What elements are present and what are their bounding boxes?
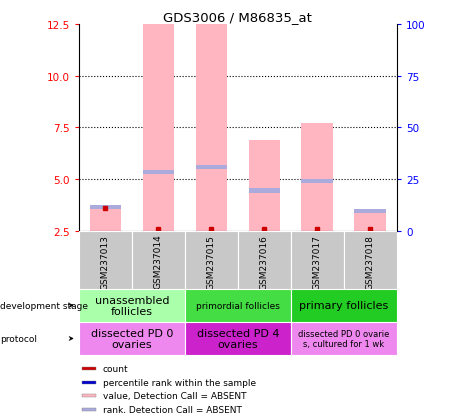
Bar (143, 170, 175, 174)
Bar (79, 231, 132, 289)
Bar (185, 322, 291, 355)
Bar (291, 289, 397, 322)
Bar (89, 206, 121, 210)
Bar (185, 231, 238, 289)
Text: dissected PD 0 ovarie
s, cultured for 1 wk: dissected PD 0 ovarie s, cultured for 1 … (298, 329, 390, 348)
Bar (302, 124, 333, 231)
Text: GSM237015: GSM237015 (207, 234, 216, 289)
Text: GSM237018: GSM237018 (366, 234, 375, 289)
Text: GSM237014: GSM237014 (154, 234, 163, 289)
Bar (291, 231, 344, 289)
Bar (82, 381, 97, 384)
Text: GSM237017: GSM237017 (313, 234, 322, 289)
Text: rank, Detection Call = ABSENT: rank, Detection Call = ABSENT (103, 405, 242, 413)
Text: percentile rank within the sample: percentile rank within the sample (103, 378, 256, 387)
Bar (143, 25, 175, 231)
Bar (249, 140, 281, 231)
Bar (89, 206, 121, 231)
Text: GSM237013: GSM237013 (101, 234, 110, 289)
Text: primordial follicles: primordial follicles (196, 301, 280, 310)
Bar (354, 211, 387, 231)
Title: GDS3006 / M86835_at: GDS3006 / M86835_at (163, 11, 313, 24)
Bar (344, 231, 397, 289)
Bar (82, 394, 97, 397)
Bar (302, 180, 333, 184)
Bar (132, 231, 185, 289)
Bar (354, 210, 387, 214)
Bar (291, 322, 397, 355)
Text: primary follicles: primary follicles (299, 301, 388, 311)
Text: count: count (103, 365, 129, 373)
Text: protocol: protocol (0, 334, 37, 343)
Text: unassembled
follicles: unassembled follicles (95, 295, 169, 316)
Bar (79, 289, 185, 322)
Text: value, Detection Call = ABSENT: value, Detection Call = ABSENT (103, 392, 246, 400)
Bar (82, 368, 97, 370)
Bar (238, 231, 291, 289)
Bar (79, 322, 185, 355)
Bar (185, 289, 291, 322)
Bar (82, 408, 97, 411)
Text: dissected PD 4
ovaries: dissected PD 4 ovaries (197, 328, 279, 349)
Bar (249, 189, 281, 193)
Text: GSM237016: GSM237016 (260, 234, 269, 289)
Text: dissected PD 0
ovaries: dissected PD 0 ovaries (91, 328, 173, 349)
Text: development stage: development stage (0, 301, 88, 310)
Bar (196, 165, 227, 169)
Bar (196, 25, 227, 231)
